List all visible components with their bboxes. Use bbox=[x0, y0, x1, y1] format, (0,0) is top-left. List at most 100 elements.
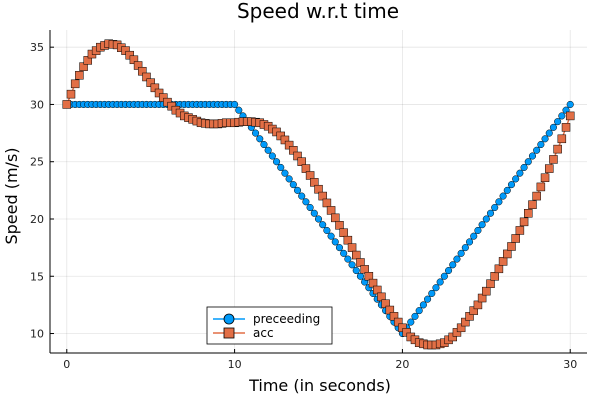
data-point-preceeding bbox=[356, 272, 365, 280]
data-point-preceeding bbox=[344, 255, 352, 263]
data-point-preceeding bbox=[411, 312, 419, 320]
legend-marker-acc bbox=[223, 327, 235, 339]
data-point-preceeding bbox=[281, 169, 289, 177]
data-point-preceeding bbox=[495, 198, 503, 206]
series bbox=[62, 39, 575, 350]
data-point-preceeding bbox=[491, 203, 499, 212]
data-point-preceeding bbox=[457, 249, 465, 257]
legend: preceeding acc bbox=[206, 306, 333, 345]
data-point-preceeding bbox=[486, 209, 495, 217]
data-point-preceeding bbox=[449, 261, 457, 269]
legend-marker-preceeding bbox=[223, 313, 235, 325]
data-point-preceeding bbox=[314, 215, 323, 223]
y-tick-label: 30 bbox=[30, 98, 44, 111]
data-point-acc bbox=[544, 164, 554, 173]
data-point-acc bbox=[482, 286, 491, 296]
data-point-preceeding bbox=[256, 135, 264, 143]
y-tick-label: 35 bbox=[30, 41, 44, 54]
data-point-preceeding bbox=[323, 226, 331, 234]
data-point-preceeding bbox=[528, 152, 537, 160]
data-point-preceeding bbox=[298, 192, 306, 200]
data-point-preceeding bbox=[235, 106, 243, 114]
data-point-acc bbox=[549, 155, 558, 164]
data-point-preceeding bbox=[277, 163, 285, 171]
data-point-acc bbox=[339, 228, 348, 237]
legend-label-preceeding: preceeding bbox=[253, 312, 320, 326]
data-point-acc bbox=[322, 198, 332, 208]
data-point-preceeding bbox=[348, 261, 356, 269]
data-point-acc bbox=[524, 209, 533, 218]
data-point-preceeding bbox=[507, 181, 516, 189]
data-point-preceeding bbox=[327, 232, 335, 240]
data-point-preceeding bbox=[252, 129, 260, 137]
data-point-preceeding bbox=[415, 307, 423, 315]
axes bbox=[49, 30, 587, 354]
data-point-acc bbox=[561, 123, 571, 132]
data-point-preceeding bbox=[306, 203, 314, 212]
ticks: 0 10 20 30 10 15 20 25 30 35 bbox=[30, 41, 577, 371]
data-point-preceeding bbox=[285, 175, 293, 183]
data-point-acc bbox=[565, 111, 575, 121]
data-point-acc bbox=[528, 200, 537, 209]
series-markers-acc bbox=[62, 39, 575, 350]
data-point-acc bbox=[515, 226, 525, 235]
data-point-preceeding bbox=[335, 244, 344, 252]
x-axis-label: Time (in seconds) bbox=[248, 376, 391, 395]
data-point-acc bbox=[532, 191, 541, 201]
data-point-preceeding bbox=[554, 118, 562, 126]
data-point-acc bbox=[331, 213, 340, 223]
data-point-preceeding bbox=[478, 221, 486, 229]
data-point-preceeding bbox=[424, 295, 432, 303]
data-point-acc bbox=[326, 206, 336, 215]
data-point-preceeding bbox=[541, 135, 549, 143]
data-point-preceeding bbox=[293, 186, 302, 194]
data-point-acc bbox=[503, 249, 512, 259]
data-point-preceeding bbox=[302, 198, 310, 206]
data-point-acc bbox=[335, 221, 344, 230]
data-point-preceeding bbox=[352, 266, 360, 275]
data-point-preceeding bbox=[432, 284, 440, 292]
data-point-preceeding bbox=[566, 100, 574, 109]
data-point-acc bbox=[70, 79, 80, 89]
x-tick-label: 30 bbox=[563, 358, 577, 371]
data-point-acc bbox=[486, 279, 495, 288]
y-tick-label: 20 bbox=[30, 213, 44, 226]
y-tick-label: 10 bbox=[30, 328, 44, 341]
data-point-preceeding bbox=[516, 169, 524, 177]
data-point-preceeding bbox=[482, 215, 490, 223]
legend-label-acc: acc bbox=[253, 326, 274, 340]
y-axis-label: Speed (m/s) bbox=[2, 147, 21, 244]
data-point-acc bbox=[557, 134, 567, 144]
x-tick-label: 20 bbox=[395, 358, 409, 371]
data-point-acc bbox=[66, 89, 76, 99]
data-point-acc bbox=[498, 257, 508, 266]
data-point-preceeding bbox=[465, 238, 474, 246]
data-point-acc bbox=[75, 70, 84, 80]
data-point-acc bbox=[352, 250, 361, 260]
data-point-preceeding bbox=[340, 249, 348, 257]
data-point-preceeding bbox=[512, 175, 520, 183]
data-point-preceeding bbox=[549, 123, 557, 131]
data-point-acc bbox=[494, 264, 504, 274]
data-point-preceeding bbox=[445, 266, 453, 275]
data-point-preceeding bbox=[289, 181, 297, 189]
data-point-preceeding bbox=[461, 244, 469, 252]
data-point-acc bbox=[553, 144, 562, 154]
data-point-acc bbox=[62, 100, 72, 109]
y-tick-label: 15 bbox=[30, 270, 44, 283]
data-point-preceeding bbox=[231, 100, 239, 109]
data-point-preceeding bbox=[524, 158, 532, 166]
data-point-preceeding bbox=[537, 140, 545, 149]
data-point-preceeding bbox=[470, 232, 478, 240]
data-point-preceeding bbox=[503, 186, 511, 194]
data-point-preceeding bbox=[319, 221, 327, 229]
data-point-acc bbox=[540, 173, 550, 183]
data-point-preceeding bbox=[436, 278, 444, 286]
data-point-preceeding bbox=[260, 140, 268, 149]
x-tick-label: 10 bbox=[228, 358, 242, 371]
data-point-preceeding bbox=[264, 146, 272, 154]
data-point-acc bbox=[507, 242, 516, 251]
data-point-preceeding bbox=[453, 255, 461, 263]
data-point-acc bbox=[519, 217, 529, 227]
data-point-preceeding bbox=[268, 152, 276, 160]
